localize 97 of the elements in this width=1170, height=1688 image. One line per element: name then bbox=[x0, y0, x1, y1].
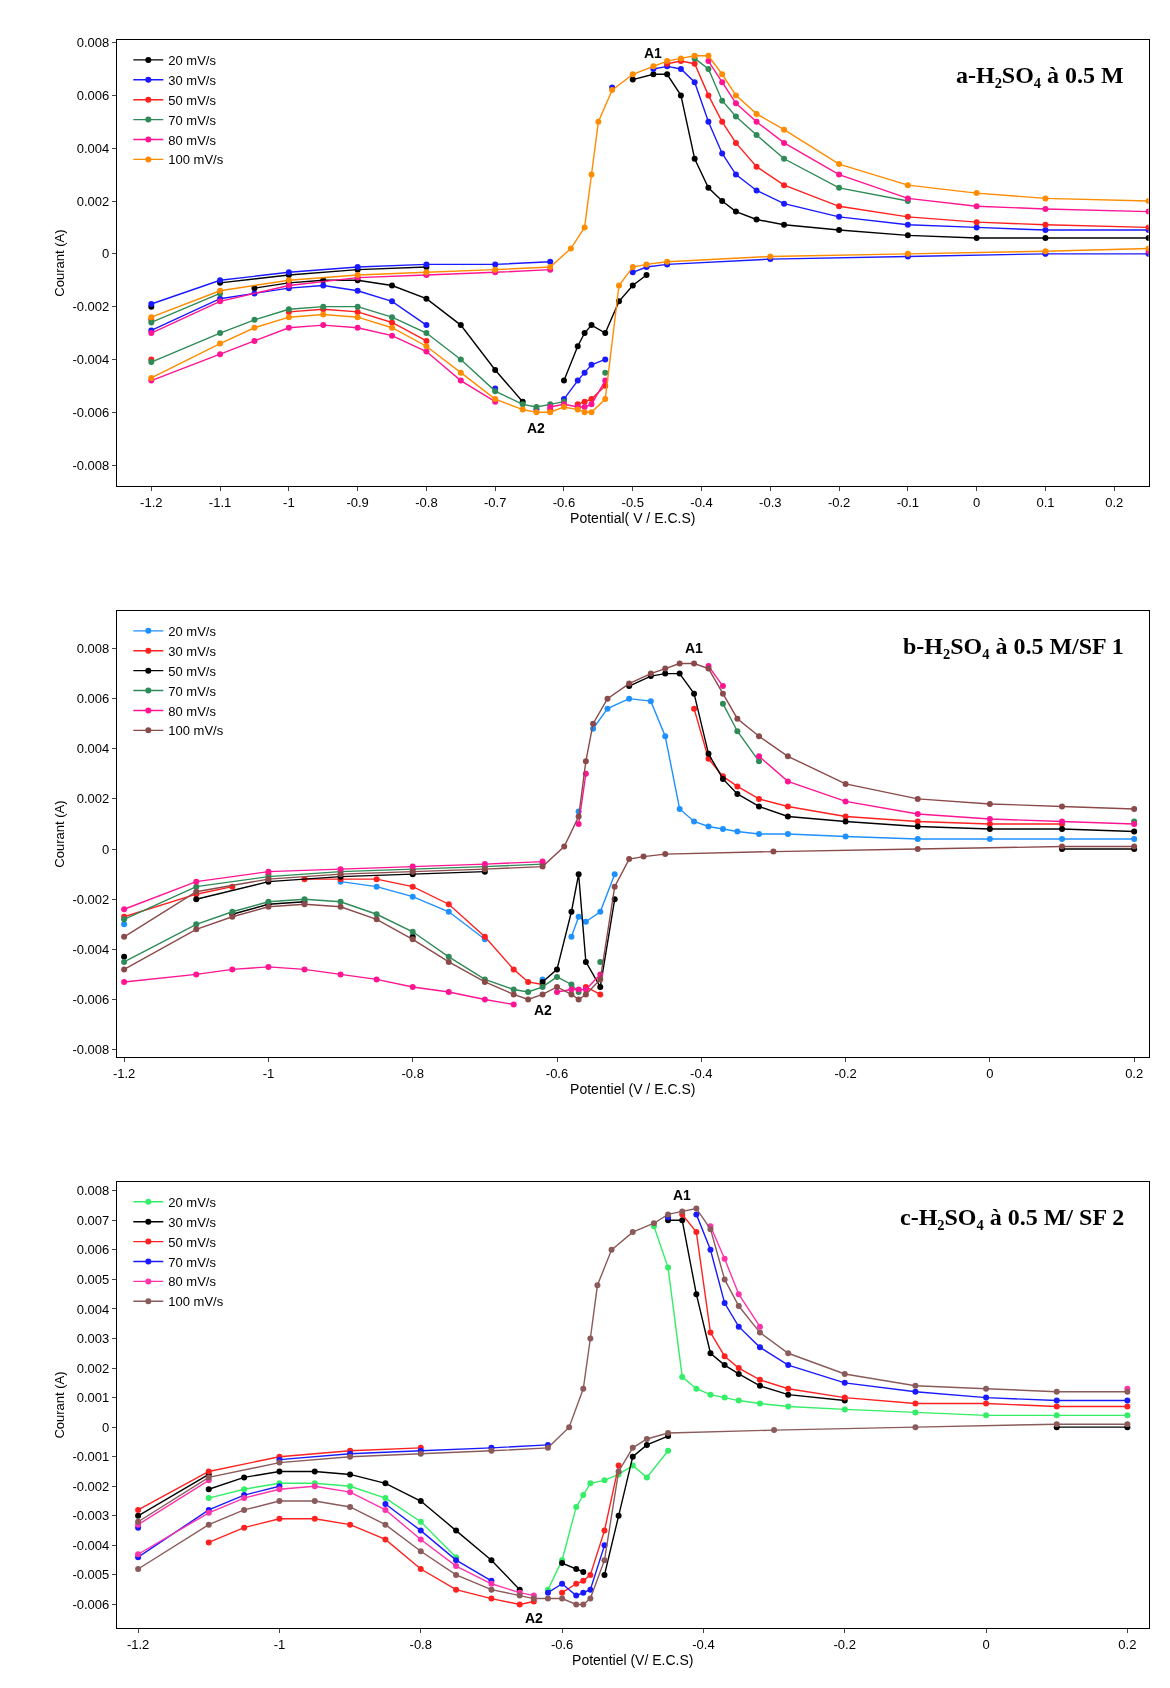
x-tick-label: -0.8 bbox=[401, 1065, 424, 1081]
text: c-H₂SO₄ à 0.5 M/ SF 2 bbox=[900, 1204, 1125, 1230]
legend-label: 20 mV/s bbox=[168, 1194, 217, 1210]
y-tick-label: 0.002 bbox=[76, 791, 110, 807]
legend-label: 30 mV/s bbox=[168, 72, 217, 88]
y-tick-label: -0.005 bbox=[72, 1567, 110, 1583]
y-tick-label: -0.008 bbox=[72, 457, 110, 473]
y-tick-label: -0.001 bbox=[72, 1449, 110, 1465]
legend-label: 20 mV/s bbox=[168, 623, 217, 639]
y-tick-label: 0.006 bbox=[76, 87, 110, 103]
x-tick-label: -1.2 bbox=[112, 1065, 136, 1081]
x-tick-label: -0.8 bbox=[415, 494, 438, 510]
legend-label: 100 mV/s bbox=[168, 152, 224, 168]
x-tick-label: -0.1 bbox=[896, 494, 920, 510]
x-tick-label: 0 bbox=[986, 1065, 994, 1081]
x-tick-label: -0.9 bbox=[346, 494, 369, 510]
y-tick-label: -0.006 bbox=[72, 992, 110, 1008]
y-tick-label: 0.004 bbox=[76, 741, 110, 757]
y-tick-label: 0.008 bbox=[76, 641, 110, 657]
x-tick-label: -0.6 bbox=[545, 1065, 569, 1081]
y-tick-label: 0.001 bbox=[76, 1390, 110, 1406]
x-tick-label: -0.3 bbox=[759, 494, 782, 510]
x-tick-label: -1 bbox=[273, 1636, 286, 1652]
text: b-H₂SO₄ à 0.5 M/SF 1 bbox=[903, 633, 1124, 659]
y-tick-label: -0.006 bbox=[72, 404, 110, 420]
x-tick-label: 0.1 bbox=[1036, 494, 1055, 510]
legend-label: 20 mV/s bbox=[168, 52, 217, 68]
legend-label: 70 mV/s bbox=[168, 683, 217, 699]
x-axis-title: Potentiel (V/ E.C.S) bbox=[572, 1651, 694, 1668]
y-tick-label: 0.004 bbox=[76, 140, 110, 156]
x-tick-label: -0.4 bbox=[692, 1636, 715, 1652]
y-tick-label: -0.002 bbox=[72, 1478, 110, 1494]
legend-label: 30 mV/s bbox=[168, 1214, 217, 1230]
x-tick-label: -0.2 bbox=[834, 1065, 857, 1081]
legend-label: 80 mV/s bbox=[168, 132, 217, 148]
legend-label: 100 mV/s bbox=[168, 1294, 224, 1310]
y-tick-label: 0.002 bbox=[76, 1360, 110, 1376]
legend-label: 50 mV/s bbox=[168, 663, 217, 679]
x-tick-label: -0.6 bbox=[550, 1636, 574, 1652]
y-tick-label: 0.006 bbox=[76, 1242, 110, 1258]
y-tick-label: 0.006 bbox=[76, 691, 110, 707]
y-tick-label: 0 bbox=[102, 1419, 110, 1435]
annotation: A1 bbox=[685, 640, 704, 656]
y-tick-label: 0.005 bbox=[76, 1271, 110, 1287]
y-tick-label: -0.003 bbox=[72, 1508, 110, 1524]
y-tick-label: 0.004 bbox=[76, 1301, 110, 1317]
annotation: A2 bbox=[525, 1610, 544, 1626]
legend-label: 100 mV/s bbox=[168, 723, 224, 739]
y-tick-label: 0.008 bbox=[76, 35, 110, 51]
annotation: A2 bbox=[534, 1002, 553, 1018]
x-tick-label: -1 bbox=[262, 1065, 275, 1081]
x-tick-label: -0.6 bbox=[552, 494, 576, 510]
x-tick-label: -0.5 bbox=[621, 494, 644, 510]
y-axis-title: Courant (A) bbox=[52, 229, 68, 297]
x-tick-label: -0.4 bbox=[690, 1065, 713, 1081]
legend-label: 80 mV/s bbox=[168, 703, 217, 719]
text: a-H₂SO₄ à 0.5 M bbox=[956, 62, 1124, 88]
legend-label: 70 mV/s bbox=[168, 1254, 217, 1270]
x-tick-label: -0.7 bbox=[483, 494, 507, 510]
y-axis-title: Courant (A) bbox=[52, 800, 68, 868]
y-tick-label: -0.002 bbox=[72, 299, 110, 315]
x-axis-title: Potentiel (V / E.C.S) bbox=[570, 1080, 696, 1097]
annotation: A2 bbox=[527, 420, 546, 436]
y-axis-title: Courant (A) bbox=[52, 1371, 68, 1439]
x-tick-label: 0 bbox=[973, 494, 981, 510]
y-tick-label: -0.004 bbox=[72, 1537, 110, 1553]
x-tick-label: -1 bbox=[283, 494, 295, 510]
y-tick-label: -0.004 bbox=[72, 941, 110, 957]
y-tick-label: -0.002 bbox=[72, 891, 110, 907]
x-tick-label: 0.2 bbox=[1125, 1065, 1144, 1081]
annotation: A1 bbox=[673, 1187, 692, 1203]
annotation: A1 bbox=[644, 45, 663, 61]
y-tick-label: -0.008 bbox=[72, 1042, 110, 1058]
x-tick-label: -0.4 bbox=[690, 494, 713, 510]
x-tick-label: -0.2 bbox=[827, 494, 851, 510]
x-tick-label: 0.2 bbox=[1118, 1636, 1137, 1652]
legend-label: 30 mV/s bbox=[168, 643, 217, 659]
x-tick-label: 0 bbox=[982, 1636, 990, 1652]
x-tick-label: -0.2 bbox=[833, 1636, 856, 1652]
y-tick-label: 0 bbox=[102, 841, 110, 857]
y-tick-label: -0.004 bbox=[72, 351, 110, 367]
x-tick-label: 0.2 bbox=[1105, 494, 1124, 510]
x-tick-label: -1.2 bbox=[126, 1636, 150, 1652]
x-tick-label: -0.8 bbox=[409, 1636, 432, 1652]
y-tick-label: 0 bbox=[102, 246, 110, 262]
legend-label: 70 mV/s bbox=[168, 112, 217, 128]
y-tick-label: 0.008 bbox=[76, 1183, 110, 1199]
x-tick-label: -1.1 bbox=[208, 494, 232, 510]
legend-label: 80 mV/s bbox=[168, 1274, 217, 1290]
legend-label: 50 mV/s bbox=[168, 1234, 217, 1250]
x-axis-title: Potential( V / E.C.S) bbox=[570, 509, 696, 526]
y-tick-label: -0.006 bbox=[72, 1597, 110, 1613]
y-tick-label: 0.003 bbox=[76, 1331, 110, 1347]
y-tick-label: 0.002 bbox=[76, 193, 110, 209]
x-tick-label: -1.2 bbox=[140, 494, 163, 510]
legend-label: 50 mV/s bbox=[168, 92, 217, 108]
y-tick-label: 0.007 bbox=[76, 1212, 110, 1228]
